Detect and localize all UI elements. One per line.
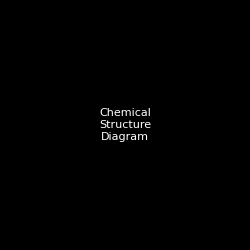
Text: Chemical
Structure
Diagram: Chemical Structure Diagram [99,108,151,142]
